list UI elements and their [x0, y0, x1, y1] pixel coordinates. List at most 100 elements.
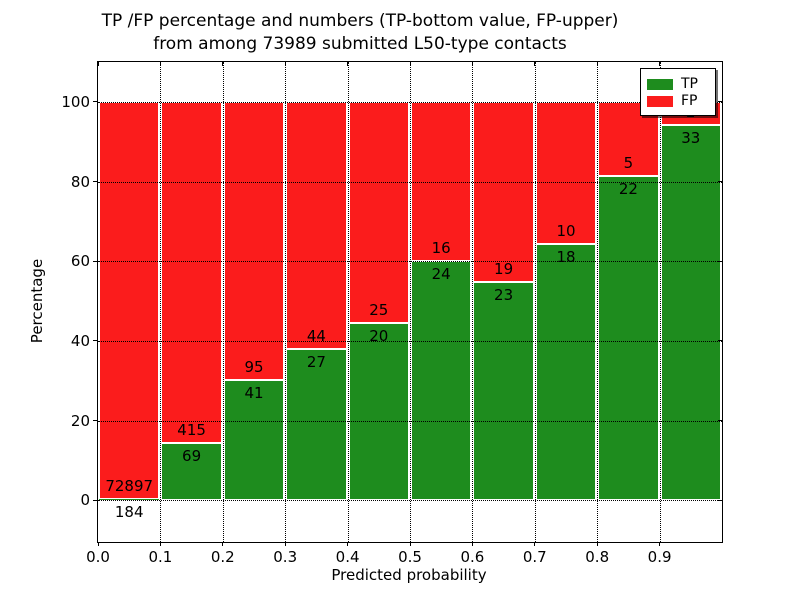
fp-bar-segment	[161, 101, 222, 444]
x-tick-mark-top	[409, 62, 411, 66]
y-gridline	[98, 101, 722, 103]
fp-count-label: 25	[369, 301, 389, 320]
tp-count-label: 33	[681, 128, 701, 147]
tp-count-label: 20	[369, 327, 389, 346]
y-tick-mark	[93, 101, 97, 103]
fp-count-label: 95	[244, 358, 264, 377]
x-tick-mark-top	[534, 62, 536, 66]
y-tick-label: 100	[61, 92, 90, 111]
y-gridline	[98, 500, 722, 502]
x-tick-mark-top	[284, 62, 286, 66]
x-gridline	[222, 62, 224, 542]
y-tick-mark-right	[718, 420, 722, 421]
tp-bar-segment	[411, 261, 472, 501]
y-tick-label: 60	[70, 252, 90, 271]
tp-count-label: 22	[618, 179, 638, 198]
tp-bar-segment	[99, 499, 160, 501]
x-axis-label: Predicted probability	[331, 566, 487, 584]
x-tick-label: 0.0	[86, 548, 110, 566]
chart-title: TP /FP percentage and numbers (TP-bottom…	[48, 10, 672, 56]
y-tick-mark-right	[718, 181, 722, 182]
y-tick-mark	[93, 260, 97, 262]
x-tick-label: 0.4	[335, 548, 360, 566]
y-tick-mark-right	[718, 260, 722, 262]
x-gridline	[285, 62, 287, 542]
fp-bar-segment	[223, 101, 285, 381]
y-tick-label: 20	[70, 411, 90, 430]
tp-bar-segment	[473, 282, 534, 501]
x-tick-mark-top	[347, 62, 349, 66]
y-tick-label: 0	[80, 491, 90, 510]
x-tick-label: 0.5	[398, 548, 422, 566]
tp-count-label: 24	[431, 265, 451, 284]
y-axis-label: Percentage	[28, 258, 46, 344]
y-tick-mark	[93, 499, 97, 501]
fp-bar-segment	[473, 101, 534, 283]
x-tick-mark	[159, 542, 161, 546]
fp-count-label: 5	[623, 153, 634, 172]
fp-count-label: 72897	[105, 477, 154, 496]
legend-entry-tp: TP	[647, 77, 709, 91]
x-tick-mark	[534, 542, 536, 546]
x-gridline	[410, 62, 411, 542]
x-gridline	[472, 62, 474, 542]
x-tick-mark	[659, 542, 661, 546]
tp-color-swatch	[647, 78, 673, 90]
fp-bar-segment	[348, 101, 409, 324]
tp-count-label: 23	[494, 286, 514, 305]
y-gridline	[98, 340, 722, 342]
fp-bar-segment	[99, 101, 160, 500]
x-tick-mark-top	[471, 62, 473, 66]
legend-entry-fp: FP	[647, 94, 709, 108]
chart-title-line1: TP /FP percentage and numbers (TP-bottom…	[101, 11, 619, 31]
legend: TP FP	[640, 68, 716, 116]
y-tick-mark	[93, 340, 97, 342]
x-tick-mark	[409, 542, 411, 546]
tp-bar-segment	[223, 380, 285, 501]
fp-bar-segment	[535, 101, 597, 245]
legend-label-fp: FP	[681, 93, 698, 109]
fp-count-label: 10	[556, 222, 576, 241]
tp-bar-segment	[660, 124, 721, 501]
x-tick-mark-top	[97, 62, 99, 66]
x-tick-mark-top	[596, 62, 598, 66]
tp-bar-segment	[535, 244, 597, 501]
y-tick-mark	[93, 420, 97, 421]
x-tick-mark	[97, 542, 99, 546]
x-tick-mark	[596, 542, 598, 546]
fp-bar-segment	[411, 101, 472, 262]
x-gridline	[347, 62, 349, 542]
x-tick-label: 0.6	[460, 548, 485, 566]
y-tick-label: 80	[70, 172, 90, 191]
y-tick-mark	[93, 181, 97, 182]
tp-count-label: 41	[244, 384, 264, 403]
x-gridline	[597, 62, 599, 542]
tp-count-label: 18	[556, 248, 576, 267]
x-tick-label: 0.8	[585, 548, 610, 566]
fp-count-label: 415	[177, 421, 206, 440]
x-tick-mark	[347, 542, 349, 546]
x-tick-mark-top	[159, 62, 161, 66]
x-tick-label: 0.7	[522, 548, 547, 566]
tp-count-label: 184	[114, 503, 144, 522]
x-tick-label: 0.3	[273, 548, 298, 566]
tp-bar-segment	[598, 175, 659, 501]
y-gridline	[98, 420, 722, 422]
x-tick-mark	[284, 542, 286, 546]
y-tick-mark-right	[718, 499, 722, 501]
x-tick-mark-top	[222, 62, 224, 66]
fp-count-label: 19	[494, 260, 514, 279]
y-gridline	[98, 261, 722, 263]
x-tick-mark-top	[659, 62, 661, 66]
chart-title-line2: from among 73989 submitted L50-type cont…	[153, 34, 567, 54]
fp-color-swatch	[647, 95, 673, 107]
fp-count-label: 44	[306, 326, 326, 345]
y-gridline	[98, 181, 722, 183]
x-gridline	[659, 62, 661, 542]
legend-label-tp: TP	[681, 76, 698, 92]
x-tick-label: 0.1	[148, 548, 173, 566]
tp-count-label: 69	[182, 447, 202, 466]
y-tick-label: 40	[70, 331, 90, 350]
tp-bar-segment	[286, 348, 347, 501]
